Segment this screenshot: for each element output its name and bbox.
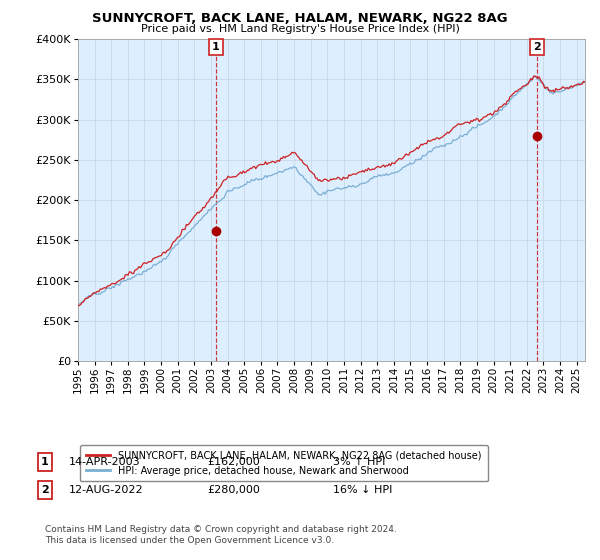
Legend: SUNNYCROFT, BACK LANE, HALAM, NEWARK, NG22 8AG (detached house), HPI: Average pr: SUNNYCROFT, BACK LANE, HALAM, NEWARK, NG…	[80, 445, 488, 482]
Text: 12-AUG-2022: 12-AUG-2022	[69, 485, 143, 495]
Text: 1: 1	[41, 457, 49, 467]
Text: 3% ↑ HPI: 3% ↑ HPI	[333, 457, 385, 467]
Text: 16% ↓ HPI: 16% ↓ HPI	[333, 485, 392, 495]
Text: 14-APR-2003: 14-APR-2003	[69, 457, 140, 467]
Text: £162,000: £162,000	[207, 457, 260, 467]
Text: £280,000: £280,000	[207, 485, 260, 495]
Text: Contains HM Land Registry data © Crown copyright and database right 2024.
This d: Contains HM Land Registry data © Crown c…	[45, 525, 397, 545]
Text: 2: 2	[41, 485, 49, 495]
Text: SUNNYCROFT, BACK LANE, HALAM, NEWARK, NG22 8AG: SUNNYCROFT, BACK LANE, HALAM, NEWARK, NG…	[92, 12, 508, 25]
Text: Price paid vs. HM Land Registry's House Price Index (HPI): Price paid vs. HM Land Registry's House …	[140, 24, 460, 34]
Text: 1: 1	[212, 42, 220, 52]
Text: 2: 2	[533, 42, 541, 52]
